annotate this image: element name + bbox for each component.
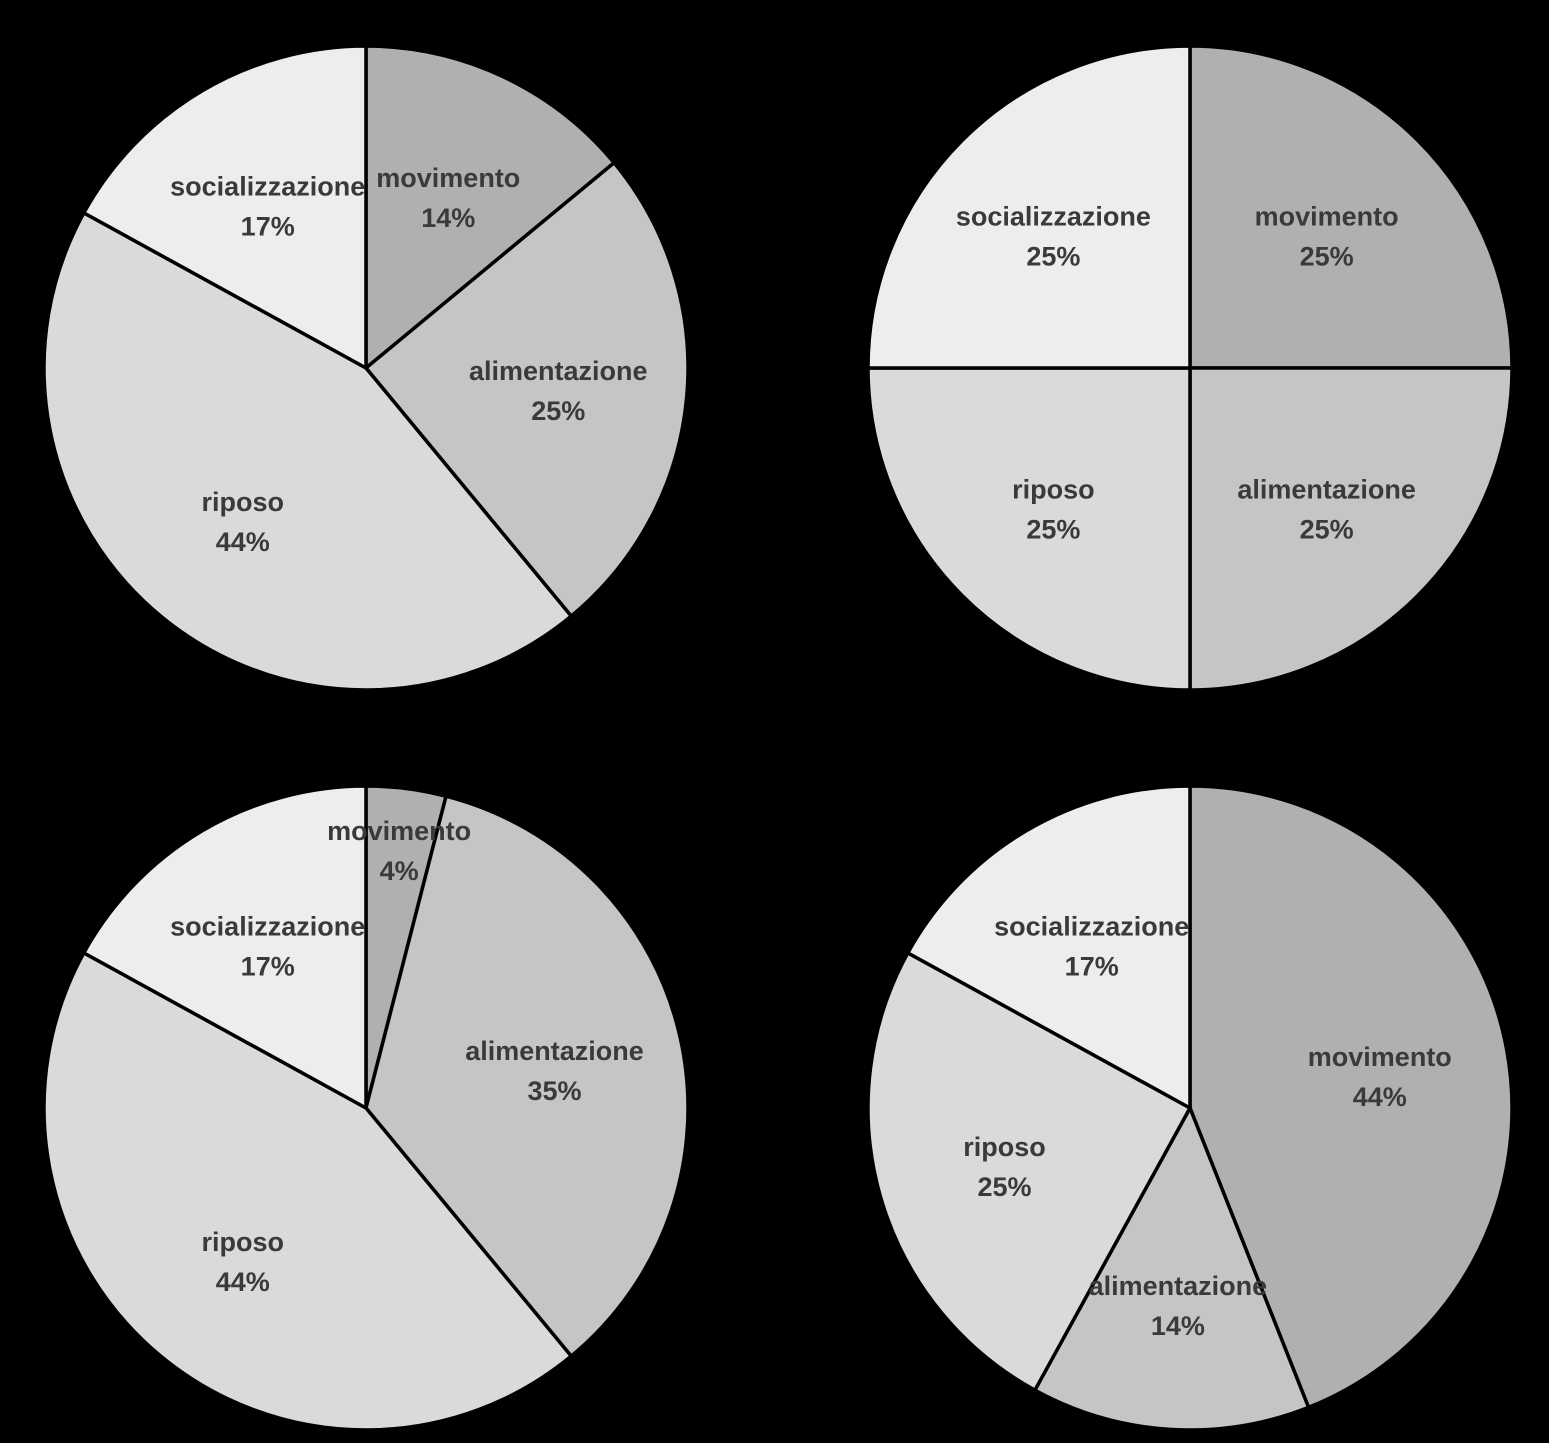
pie-slice-socializzazione <box>81 44 368 371</box>
slice-label-movimento: movimento <box>1308 1042 1452 1072</box>
slice-value-movimento: 44% <box>1353 1082 1407 1112</box>
pie-slice-riposo <box>42 210 574 692</box>
pie-slice-socializzazione <box>905 784 1192 1111</box>
slice-label-riposo: riposo <box>963 1132 1046 1162</box>
pie-chart-bottom-right: movimento 44% alimentazione 14% riposo 25% soc… <box>866 784 1514 1432</box>
slice-label-alimentazione: alimentazione <box>469 356 648 386</box>
pie-slice-alimentazione <box>1188 366 1514 692</box>
pie-slice-alimentazione <box>364 793 690 1359</box>
slice-label-socializzazione: socializzazione <box>170 172 365 202</box>
slice-value-riposo: 44% <box>216 527 270 557</box>
pie-chart-top-right: movimento 25% alimentazione 25% riposo 25% soc… <box>866 44 1514 692</box>
slice-value-socializzazione: 25% <box>1026 241 1080 271</box>
pie-chart-bottom-left: movimento 4% alimentazione 35% riposo 44% soci… <box>42 784 690 1432</box>
pie-slice-socializzazione <box>866 44 1192 370</box>
slice-label-alimentazione: alimentazione <box>1089 1271 1268 1301</box>
slice-label-socializzazione: socializzazione <box>170 912 365 942</box>
pie-slice-socializzazione <box>81 784 368 1111</box>
slice-label-riposo: riposo <box>202 487 285 517</box>
slice-label-alimentazione: alimentazione <box>465 1036 644 1066</box>
slice-label-alimentazione: alimentazione <box>1237 475 1416 505</box>
slice-value-alimentazione: 25% <box>531 396 585 426</box>
slice-label-socializzazione: socializzazione <box>994 912 1189 942</box>
pie-slice-riposo <box>866 366 1192 692</box>
slice-value-movimento: 25% <box>1300 241 1354 271</box>
slice-value-movimento: 14% <box>421 203 475 233</box>
pie-slice-alimentazione <box>1032 1103 1311 1432</box>
slice-label-movimento: movimento <box>327 816 471 846</box>
slice-value-riposo: 25% <box>977 1172 1031 1202</box>
pie-slice-riposo <box>42 950 574 1432</box>
slice-value-socializzazione: 17% <box>241 952 295 982</box>
pie-slice-riposo <box>866 950 1193 1393</box>
slice-label-riposo: riposo <box>1012 475 1095 505</box>
pie-chart-top-left: movimento 14% alimentazione 25% riposo 44% soc… <box>42 44 690 692</box>
slice-label-movimento: movimento <box>376 163 520 193</box>
slice-label-socializzazione: socializzazione <box>956 201 1151 231</box>
slice-value-riposo: 44% <box>216 1267 270 1297</box>
pie-slice-movimento <box>364 44 617 372</box>
slice-label-movimento: movimento <box>1255 201 1399 231</box>
slice-label-riposo: riposo <box>202 1227 285 1257</box>
pie-slice-alimentazione <box>363 160 690 619</box>
slice-value-socializzazione: 17% <box>241 212 295 242</box>
slice-value-alimentazione: 14% <box>1151 1311 1205 1341</box>
pie-slice-movimento <box>1188 784 1514 1410</box>
slice-value-alimentazione: 35% <box>527 1076 581 1106</box>
slice-value-alimentazione: 25% <box>1300 515 1354 545</box>
pie-slice-movimento <box>1188 44 1514 370</box>
slice-value-socializzazione: 17% <box>1065 952 1119 982</box>
slice-value-movimento: 4% <box>380 856 419 886</box>
slice-value-riposo: 25% <box>1026 515 1080 545</box>
